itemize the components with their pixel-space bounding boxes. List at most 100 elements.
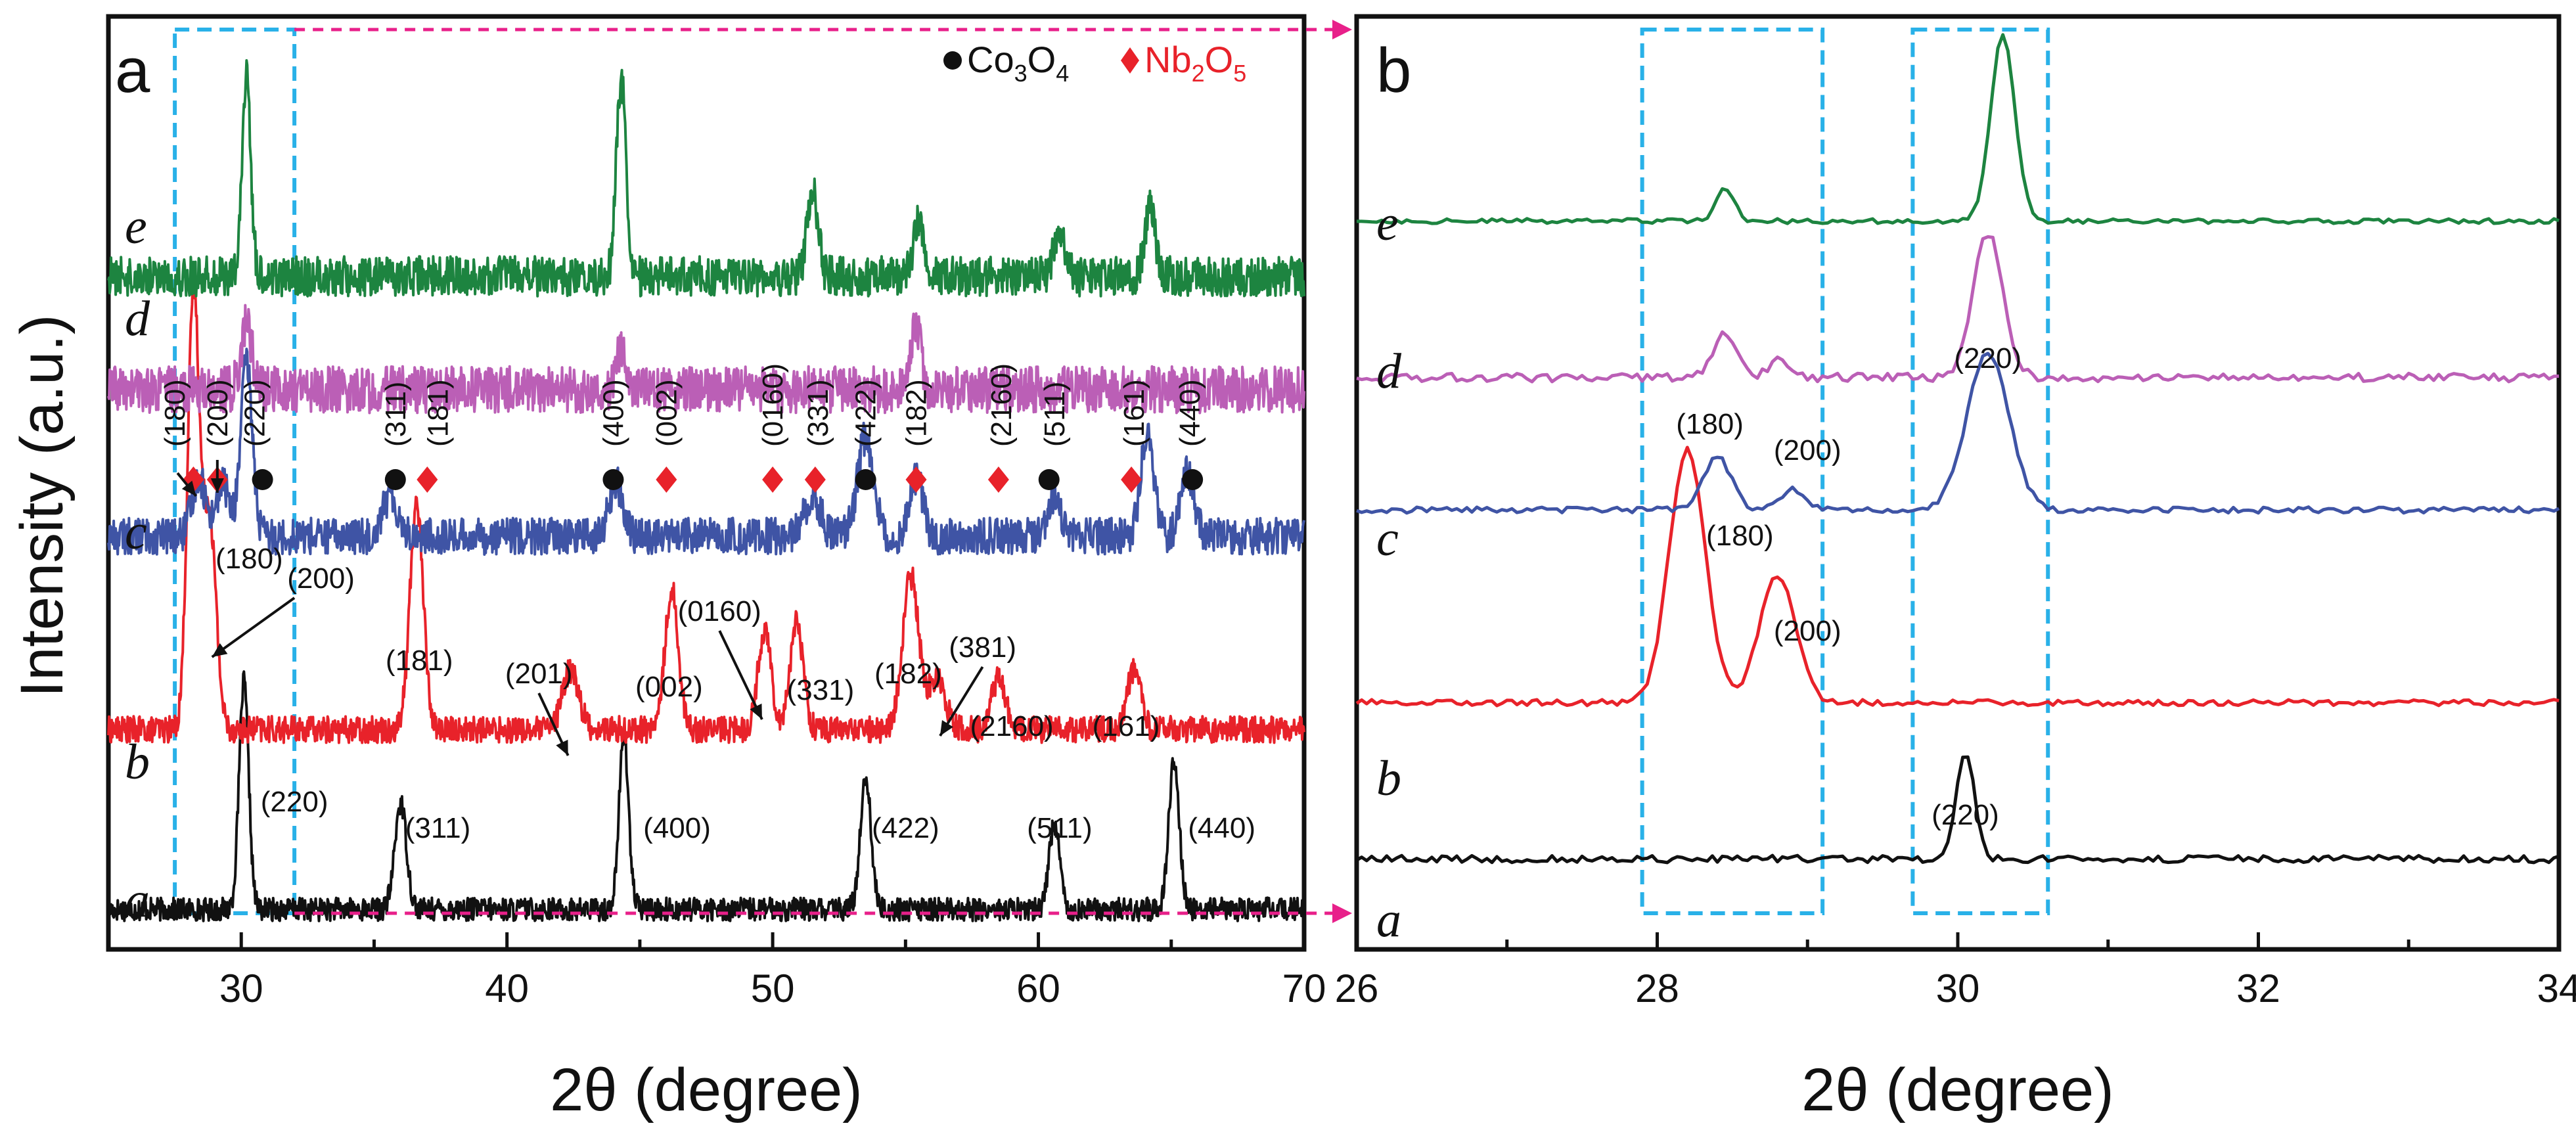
arrow-c-180-head — [181, 480, 196, 496]
connector-bottom-arrowhead — [1332, 903, 1352, 923]
co3o4-marker — [384, 469, 406, 490]
peak-label-b: (181) — [386, 645, 453, 677]
curve-label-c: c — [125, 505, 147, 560]
peak-label-b: (002) — [635, 671, 703, 703]
curve-label-d: d — [1376, 344, 1402, 399]
peak-label-c: (181) — [422, 379, 455, 447]
peak-label-c: (511) — [1039, 382, 1071, 447]
co3o4-marker — [1038, 469, 1060, 490]
series-d — [107, 304, 1305, 415]
peak-label-b: (0160) — [678, 595, 761, 627]
peak-label-c: (311) — [380, 382, 412, 447]
peak-label-c: (182) — [901, 379, 933, 447]
arrow-200-head — [212, 643, 228, 657]
panel-b: 26 28 30 32 34 2θ (degree) b a b c d e (220) (180) (20… — [1335, 14, 2576, 1123]
legend-label-part: Co — [967, 39, 1014, 80]
peak-label-b: (2160) — [970, 710, 1054, 742]
x-axis-title: 2θ (degree) — [1801, 1056, 2114, 1123]
peak-label-c: (200) — [202, 379, 234, 447]
curve-label-c: c — [1376, 511, 1399, 566]
peak-label-c: (220) — [238, 379, 271, 447]
co3o4-marker — [252, 469, 273, 490]
x-tick-label: 70 — [1282, 966, 1326, 1010]
series-c — [1356, 352, 2560, 515]
arrow-0160-shaft — [718, 630, 763, 720]
curve-label-b: b — [1376, 751, 1401, 806]
series-b — [1355, 445, 2560, 708]
peak-label-c: (400) — [597, 379, 629, 447]
peak-label-b: (180) — [215, 543, 283, 575]
peak-label-b: (161) — [1093, 710, 1160, 742]
peak-label-b: (200) — [1774, 615, 1842, 647]
x-tick-label: 30 — [219, 966, 263, 1010]
peak-label-a: (511) — [1027, 812, 1092, 844]
peak-label-c: (161) — [1118, 379, 1150, 447]
curve-label-d: d — [125, 291, 150, 346]
peak-label-a: (220) — [261, 786, 328, 818]
legend-label-part: O — [1205, 39, 1234, 80]
x-tick-label: 32 — [2236, 966, 2280, 1010]
curve-label-e: e — [125, 199, 147, 254]
peak-label-b: (201) — [505, 658, 573, 690]
co3o4-marker — [602, 469, 624, 490]
peak-label-c: (220) — [1954, 342, 2022, 374]
x-tick-label: 34 — [2537, 966, 2576, 1010]
y-axis-title: Intensity (a.u.) — [9, 315, 76, 698]
highlight-box — [1910, 28, 2050, 915]
connector-top-arrowhead — [1332, 20, 1352, 39]
peak-label-b: (182) — [874, 658, 942, 690]
x-axis-title: 2θ (degree) — [550, 1056, 863, 1123]
arrow-381-head — [939, 720, 953, 736]
nb2o5-marker — [417, 466, 438, 493]
peak-label-c: (331) — [802, 379, 834, 447]
nb2o5-marker — [762, 466, 784, 493]
legend-label-part: O — [1028, 39, 1056, 80]
x-tick-label: 40 — [485, 966, 529, 1010]
peak-label-c: (440) — [1174, 379, 1206, 447]
co3o4-marker — [1182, 469, 1204, 490]
peak-label-c: (180) — [159, 379, 191, 447]
series-b — [107, 271, 1305, 744]
peak-label-b: (331) — [787, 674, 855, 706]
curve-label-e: e — [1376, 196, 1399, 251]
legend-label: Nb2O5 — [1144, 39, 1246, 87]
curve-label-b: b — [125, 735, 150, 790]
legend-label-part: 4 — [1056, 60, 1069, 87]
panel-label: a — [115, 35, 150, 106]
peak-label-a: (400) — [643, 812, 711, 844]
legend-label: Co3O4 — [967, 39, 1069, 87]
legend-label-part: Nb — [1144, 39, 1192, 80]
highlight-box — [1640, 28, 1825, 915]
peak-label-c: (2160) — [985, 363, 1018, 447]
nb2o5-marker — [905, 466, 927, 493]
curve-label-a: a — [125, 873, 150, 928]
x-tick-label: 30 — [1936, 966, 1980, 1010]
series-c — [107, 348, 1305, 556]
peak-label-a: (440) — [1188, 812, 1255, 844]
peak-label-b: (200) — [287, 562, 355, 595]
arrow-200-shaft — [211, 597, 296, 658]
peak-label-b: (180) — [1706, 520, 1774, 552]
series-a — [1355, 755, 2560, 865]
peak-label-a: (311) — [405, 812, 470, 844]
legend-co3o4-symbol — [943, 51, 962, 70]
peak-label-b: (381) — [949, 631, 1016, 664]
legend-label-part: 5 — [1233, 60, 1246, 87]
x-tick-label: 26 — [1335, 966, 1379, 1010]
peak-label-a: (220) — [1932, 799, 1999, 831]
panel-a-frame — [106, 14, 1307, 952]
highlight-box — [173, 28, 297, 915]
nb2o5-marker — [987, 466, 1009, 493]
arrow-0160-head — [750, 703, 762, 719]
nb2o5-marker — [656, 466, 677, 493]
legend: Co3O4 Nb2O5 — [943, 39, 1246, 87]
peak-label-c: (180) — [1676, 408, 1744, 440]
connector-overlay — [294, 20, 1352, 923]
x-tick-label: 28 — [1635, 966, 1679, 1010]
nb2o5-marker — [1121, 466, 1142, 493]
legend-label-part: 2 — [1192, 60, 1205, 87]
x-tick-label: 60 — [1016, 966, 1060, 1010]
series-d — [1356, 235, 2560, 384]
